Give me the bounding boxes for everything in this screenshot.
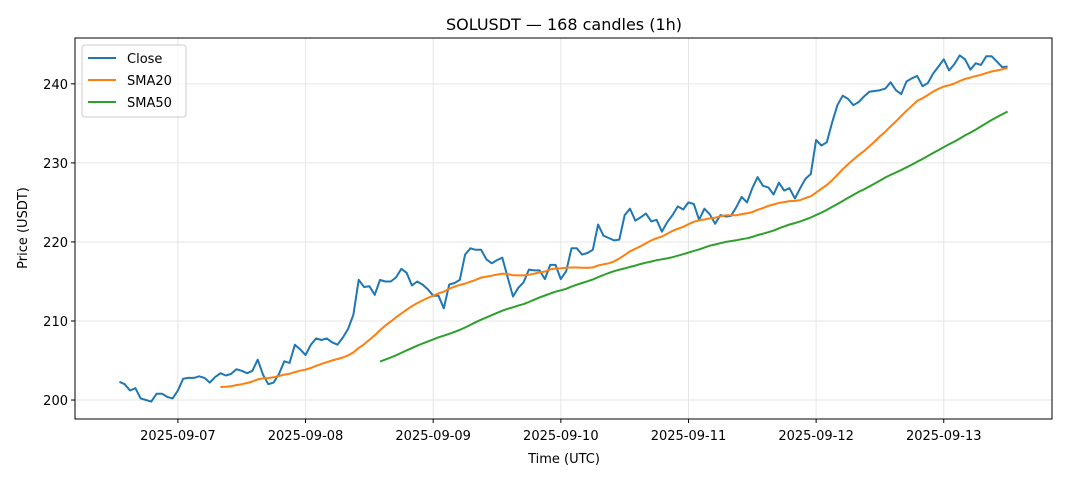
x-tick-label: 2025-09-09 [395, 429, 471, 444]
x-tick-label: 2025-09-13 [906, 429, 982, 444]
grid [75, 38, 1052, 419]
x-tick-label: 2025-09-12 [778, 429, 854, 444]
y-axis-ticks: 200 210 220 230 240 [43, 78, 75, 409]
series-lines [118, 54, 1009, 403]
x-tick-label: 2025-09-10 [523, 429, 599, 444]
series-line-sma20 [220, 67, 1008, 388]
y-tick-label: 240 [43, 78, 68, 93]
x-axis-ticks: 2025-09-07 2025-09-08 2025-09-09 2025-09-10… [140, 419, 982, 444]
legend-box [81, 44, 187, 118]
legend: Close SMA20 SMA50 [81, 44, 187, 118]
series-line-close [118, 54, 1008, 403]
legend-label-close: Close [127, 52, 162, 67]
legend-label-sma20: SMA20 [127, 74, 172, 89]
y-tick-label: 200 [43, 394, 68, 409]
x-tick-label: 2025-09-07 [140, 429, 216, 444]
y-tick-label: 230 [43, 157, 68, 172]
y-axis-label: Price (USDT) [16, 187, 31, 269]
y-tick-label: 220 [43, 236, 68, 251]
x-tick-label: 2025-09-08 [268, 429, 344, 444]
x-axis-label: Time (UTC) [527, 452, 600, 467]
plot-frame [74, 37, 1053, 420]
series-line-sma50 [379, 110, 1009, 363]
legend-label-sma50: SMA50 [127, 96, 172, 111]
x-tick-label: 2025-09-11 [651, 429, 727, 444]
chart-title: SOLUSDT — 168 candles (1h) [446, 15, 682, 34]
y-tick-label: 210 [43, 315, 68, 330]
